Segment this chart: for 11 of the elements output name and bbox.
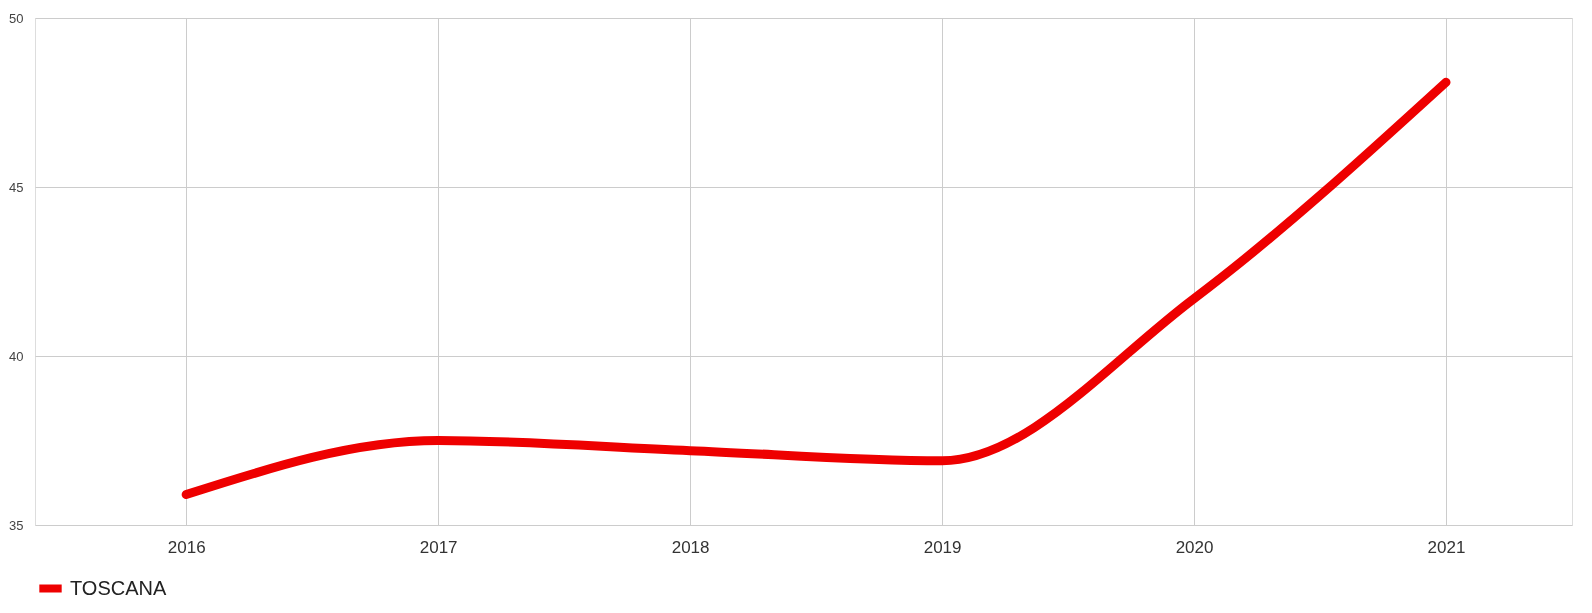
x-tick-label: 2018 xyxy=(671,537,710,557)
x-tick-label: 2019 xyxy=(923,537,962,557)
y-tick-label: 50 xyxy=(9,10,24,26)
y-tick-label: 35 xyxy=(9,517,24,533)
legend-label: TOSCANA xyxy=(70,576,167,599)
x-tick-label: 2017 xyxy=(419,537,458,557)
x-tick-label: 2020 xyxy=(1175,537,1214,557)
x-tick-label: 2016 xyxy=(167,537,206,557)
y-tick-label: 40 xyxy=(9,348,24,364)
x-tick-label: 2021 xyxy=(1427,537,1466,557)
y-tick-label: 45 xyxy=(9,179,24,195)
